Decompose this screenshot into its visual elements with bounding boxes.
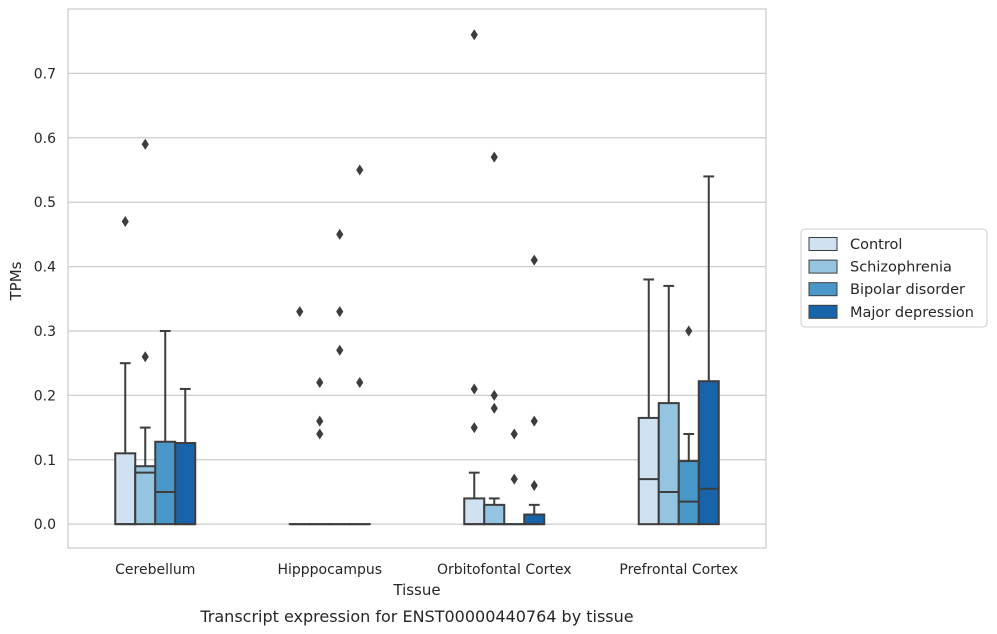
- y-tick-label: 0.7: [34, 66, 56, 82]
- box: [637, 416, 660, 526]
- box-group: [483, 151, 506, 526]
- box: [483, 503, 506, 526]
- y-tick-label: 0.6: [34, 131, 56, 147]
- box-group: [657, 284, 680, 526]
- outlier-point: [470, 29, 478, 41]
- outlier-point: [685, 325, 693, 337]
- outlier-point: [470, 422, 478, 434]
- box-group: [154, 329, 177, 526]
- box-group: [697, 175, 720, 526]
- legend-label: Schizophrenia: [850, 260, 952, 276]
- box-group: [328, 228, 351, 526]
- x-tick-label: Hipppocampus: [277, 562, 382, 578]
- legend-swatch: [808, 237, 838, 251]
- legend-swatch: [808, 259, 838, 274]
- box: [657, 402, 680, 526]
- outlier-point: [141, 138, 149, 150]
- box: [677, 460, 700, 526]
- outlier-point: [530, 480, 538, 492]
- outlier-point: [336, 228, 344, 240]
- box: [697, 380, 720, 526]
- legend-swatch: [808, 282, 838, 297]
- box-group: [348, 164, 371, 526]
- x-tick-label: Cerebellum: [115, 562, 195, 578]
- box-group: [463, 29, 486, 526]
- box-group: [523, 254, 546, 526]
- outlier-point: [336, 306, 344, 318]
- legend-label: Control: [850, 237, 902, 253]
- legend: Control Schizophrenia Bipolar disorder Majo…: [800, 228, 988, 328]
- legend-label: Bipolar disorder: [850, 282, 965, 298]
- outlier-point: [490, 151, 498, 163]
- box: [463, 497, 486, 526]
- box: [114, 452, 137, 526]
- outlier-point: [470, 383, 478, 395]
- outlier-point: [121, 216, 129, 228]
- y-tick-label: 0.4: [34, 260, 56, 276]
- legend-swatch: [808, 304, 838, 319]
- outlier-point: [316, 428, 324, 440]
- chart-caption: Transcript expression for ENST0000044076…: [199, 607, 633, 626]
- outlier-point: [356, 164, 364, 176]
- outlier-point: [490, 389, 498, 401]
- plot-frame: [67, 8, 767, 549]
- box-group: [288, 306, 311, 526]
- box: [523, 513, 546, 526]
- x-axis-label: Tissue: [392, 581, 440, 599]
- y-tick-labels: 0.0 0.1 0.2 0.3 0.4 0.5 0.6 0.7: [34, 66, 56, 533]
- box-group: [677, 325, 700, 526]
- box-group: [134, 138, 157, 526]
- outlier-point: [490, 402, 498, 414]
- outlier-point: [141, 351, 149, 363]
- box-group: [308, 377, 331, 526]
- y-tick-label: 0.3: [34, 324, 56, 340]
- outlier-point: [510, 473, 518, 485]
- x-tick-label: Prefrontal Cortex: [619, 562, 738, 578]
- outlier-point: [356, 377, 364, 389]
- y-tick-label: 0.5: [34, 195, 56, 211]
- y-tick-label: 0.0: [34, 517, 56, 533]
- legend-frame: [800, 228, 988, 328]
- box-marks: [114, 29, 720, 526]
- box: [154, 440, 177, 526]
- legend-label: Major depression: [850, 305, 974, 321]
- outlier-point: [316, 415, 324, 427]
- box: [174, 442, 197, 526]
- box-group: [174, 387, 197, 526]
- box-group: [114, 216, 137, 526]
- y-tick-label: 0.2: [34, 388, 56, 404]
- outlier-point: [336, 344, 344, 356]
- outlier-point: [316, 377, 324, 389]
- y-axis-label: TPMs: [7, 261, 25, 301]
- outlier-point: [530, 415, 538, 427]
- outlier-point: [510, 428, 518, 440]
- outlier-point: [530, 254, 538, 266]
- box: [134, 465, 157, 526]
- y-tick-label: 0.1: [34, 453, 56, 469]
- outlier-point: [296, 306, 304, 318]
- x-tick-labels: Cerebellum Hipppocampus Orbitofontal Corte…: [115, 562, 738, 578]
- box-group: [637, 278, 660, 526]
- box-group: [503, 428, 526, 526]
- x-tick-label: Orbitofontal Cortex: [437, 562, 572, 578]
